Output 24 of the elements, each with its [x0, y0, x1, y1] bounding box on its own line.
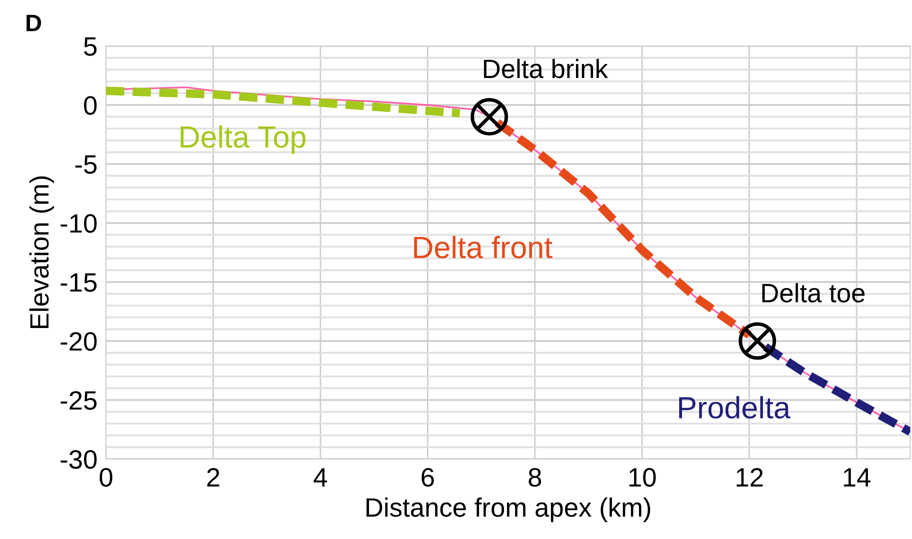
series-label: Prodelta — [679, 396, 790, 419]
series-label: Delta Top — [180, 125, 306, 154]
y-tick-label: -20 — [60, 332, 97, 351]
y-tick-label: -15 — [60, 273, 97, 292]
x-tick-label: 2 — [207, 468, 220, 486]
x-tick-label: 8 — [528, 468, 542, 487]
x-axis-title: Distance from apex (km) — [366, 497, 650, 522]
x-tick-label: 10 — [629, 468, 656, 487]
x-tick-label: 6 — [422, 468, 434, 487]
x-tick-label: 14 — [844, 468, 870, 486]
y-tick-label: -5 — [75, 155, 97, 174]
x-tick-label: 4 — [314, 468, 328, 486]
y-axis-title: Elevation (m) — [29, 176, 54, 328]
series-label: Delta front — [414, 236, 552, 258]
y-tick-label: -10 — [60, 214, 97, 233]
x-tick-label: 12 — [736, 468, 763, 486]
x-tick-label: 0 — [100, 468, 112, 487]
chart-title: D — [26, 14, 42, 32]
y-tick-label: -30 — [60, 450, 97, 469]
y-tick-label: -25 — [60, 391, 97, 410]
annotation: Delta toe — [762, 283, 865, 302]
y-tick-label: 5 — [84, 37, 97, 56]
y-tick-label: 0 — [84, 96, 97, 115]
annotation: Delta brink — [484, 58, 608, 78]
